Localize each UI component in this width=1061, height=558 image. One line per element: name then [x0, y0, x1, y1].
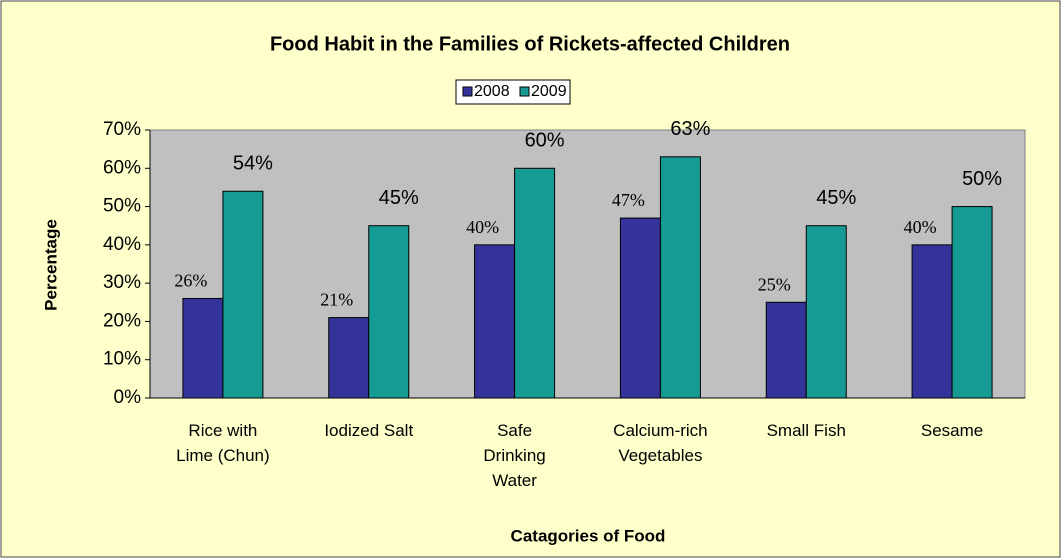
x-axis-label: Catagories of Food [511, 526, 666, 545]
value-label: 54% [233, 153, 273, 175]
x-tick-label: Iodized Salt [324, 421, 414, 440]
bar [619, 217, 661, 399]
y-axis-label: Percentage [41, 219, 60, 311]
value-label: 47% [612, 190, 645, 210]
y-tick-label: 0% [114, 387, 142, 408]
value-label: 45% [816, 187, 856, 209]
x-tick-label: Rice with Lime (Chun) [176, 421, 270, 465]
legend-label: 2008 [474, 83, 510, 100]
value-label: 50% [962, 168, 1002, 190]
x-tick-label: Small Fish [766, 421, 846, 440]
chart-title: Food Habit in the Families of Rickets-af… [270, 33, 790, 55]
value-label: 40% [904, 217, 937, 237]
y-tick-label: 60% [103, 157, 141, 178]
value-label: 21% [320, 290, 353, 310]
x-tick-label: Safe Drinking Water [483, 421, 546, 490]
bar [805, 225, 847, 399]
bar [474, 244, 516, 399]
value-label: 40% [466, 217, 499, 237]
x-tick-label: Sesame [920, 421, 984, 440]
y-tick-label: 30% [103, 272, 141, 293]
bar [514, 167, 556, 399]
bar [911, 244, 953, 399]
value-label: 25% [758, 274, 791, 294]
x-tick-label: Calcium-rich Vegetables [613, 421, 708, 465]
y-tick-label: 10% [103, 349, 141, 370]
bar [951, 206, 993, 399]
value-label: 45% [379, 187, 419, 209]
bar [368, 225, 410, 399]
y-tick-label: 40% [103, 234, 141, 255]
y-tick-label: 20% [103, 310, 141, 331]
plot-area [149, 129, 1026, 399]
legend-label: 2009 [531, 83, 567, 100]
legend-swatch [462, 86, 473, 97]
y-tick-label: 50% [103, 196, 141, 217]
value-label: 63% [670, 118, 710, 140]
bar [328, 317, 370, 399]
value-label: 60% [525, 130, 565, 152]
value-label: 26% [174, 271, 207, 291]
bar [182, 297, 224, 399]
legend-swatch [519, 86, 530, 97]
bar [765, 301, 807, 399]
bar [222, 190, 264, 399]
bar [659, 156, 701, 399]
y-tick-label: 70% [103, 119, 141, 140]
legend-box [455, 79, 571, 105]
